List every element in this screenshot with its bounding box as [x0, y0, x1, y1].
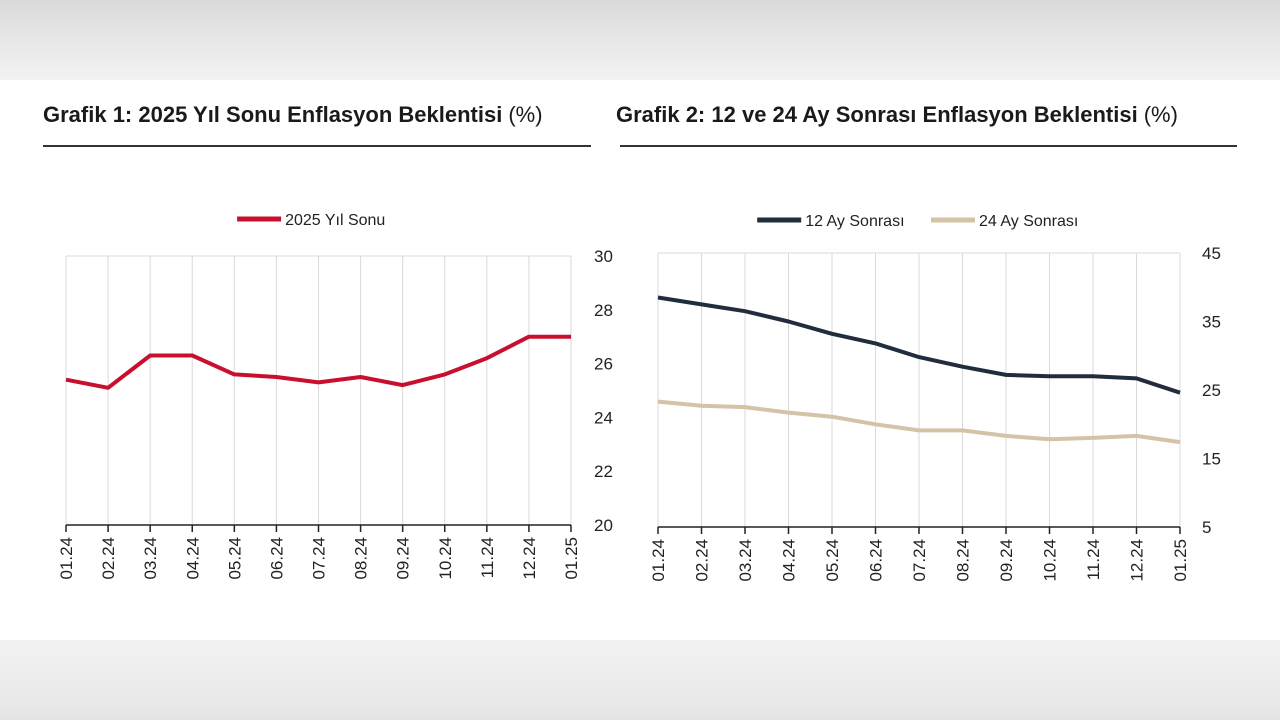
chart2-x-tick-label: 08.24 [954, 539, 973, 582]
chart1-title-rule [43, 145, 591, 147]
chart2-x-tick-label: 01.25 [1171, 539, 1190, 582]
chart1-y-tick-label: 28 [594, 301, 613, 320]
chart1-legend-label: 2025 Yıl Sonu [285, 212, 385, 229]
chart2-x-tick-label: 09.24 [997, 539, 1016, 582]
chart2-x-tick-label: 07.24 [910, 539, 929, 582]
chart2-y-tick-label: 5 [1202, 518, 1211, 537]
chart2-x-tick-label: 11.24 [1084, 539, 1103, 580]
chart1-x-tick-label: 07.24 [310, 537, 329, 580]
chart2-title-rule [620, 145, 1237, 147]
chart2-x-tick-label: 10.24 [1041, 539, 1060, 582]
chart1-x-tick-label: 11.24 [478, 537, 497, 578]
chart2-x-tick-label: 05.24 [823, 539, 842, 582]
chart2-x-tick-label: 02.24 [693, 539, 712, 582]
chart1-y-tick-label: 24 [594, 408, 613, 427]
chart2-y-tick-label: 15 [1202, 450, 1221, 469]
chart1-y-tick-label: 26 [594, 355, 613, 374]
chart1-title-unit: (%) [508, 102, 543, 127]
chart2-legend-item: 12 Ay Sonrası [757, 213, 905, 230]
chart1-x-tick-label: 03.24 [141, 537, 160, 580]
chart2-x-tick-label: 04.24 [780, 539, 799, 582]
chart2-x-tick-label: 06.24 [867, 539, 886, 582]
chart1-x-tick-label: 01.25 [562, 537, 581, 580]
chart1-x-tick-label: 08.24 [352, 537, 371, 580]
chart2-series-line-1 [657, 295, 1181, 395]
chart1-x-tick-label: 04.24 [183, 537, 202, 580]
chart2-legend-label: 24 Ay Sonrası [979, 213, 1078, 230]
chart1-y-tick-label: 30 [594, 247, 613, 266]
chart2-y-tick-label: 35 [1202, 313, 1221, 332]
blurred-top-band [0, 0, 1280, 80]
chart2-title-text: Grafik 2: 12 ve 24 Ay Sonrası Enflasyon … [616, 102, 1138, 127]
chart2-title-unit: (%) [1143, 102, 1178, 127]
chart1-x-tick-label: 09.24 [394, 537, 413, 580]
chart1-x-tick-label: 06.24 [267, 537, 286, 580]
blurred-bottom-band [0, 640, 1280, 720]
chart1-plot: 01.24 02.24 03.24 04.24 05.24 06.24 07.24 08.24… [57, 212, 613, 580]
chart1-title-text: Grafik 1: 2025 Yıl Sonu Enflasyon Beklen… [43, 102, 503, 127]
chart1-x-tick-label: 01.24 [57, 537, 76, 580]
chart2-legend-label: 12 Ay Sonrası [805, 213, 904, 230]
chart1-y-tick-label: 22 [594, 462, 613, 481]
chart2-x-tick-label: 01.24 [649, 539, 668, 582]
chart2-x-tick-label: 12.24 [1128, 539, 1147, 582]
chart1-x-tick-label: 12.24 [520, 537, 539, 580]
chart2-series-line-2 [657, 399, 1181, 445]
chart1-x-tick-label: 02.24 [99, 537, 118, 580]
chart2-y-tick-label: 25 [1202, 381, 1221, 400]
chart2-y-tick-label: 45 [1202, 244, 1221, 263]
chart1-series-line-1 [65, 334, 571, 390]
chart1-x-tick-label: 10.24 [436, 537, 455, 580]
chart2-x-tick-label: 03.24 [736, 539, 755, 582]
chart2-legend-item: 24 Ay Sonrası [931, 213, 1078, 230]
chart1-x-tick-label: 05.24 [225, 537, 244, 580]
chart2-title: Grafik 2: 12 ve 24 Ay Sonrası Enflasyon … [616, 100, 1178, 130]
chart1-title: Grafik 1: 2025 Yıl Sonu Enflasyon Beklen… [43, 100, 543, 130]
chart1-legend-item: 2025 Yıl Sonu [237, 212, 385, 229]
chart1-y-tick-label: 20 [594, 516, 613, 535]
chart2-plot: 01.24 02.24 03.24 04.24 05.24 06.24 07.24 08.24… [649, 213, 1221, 582]
